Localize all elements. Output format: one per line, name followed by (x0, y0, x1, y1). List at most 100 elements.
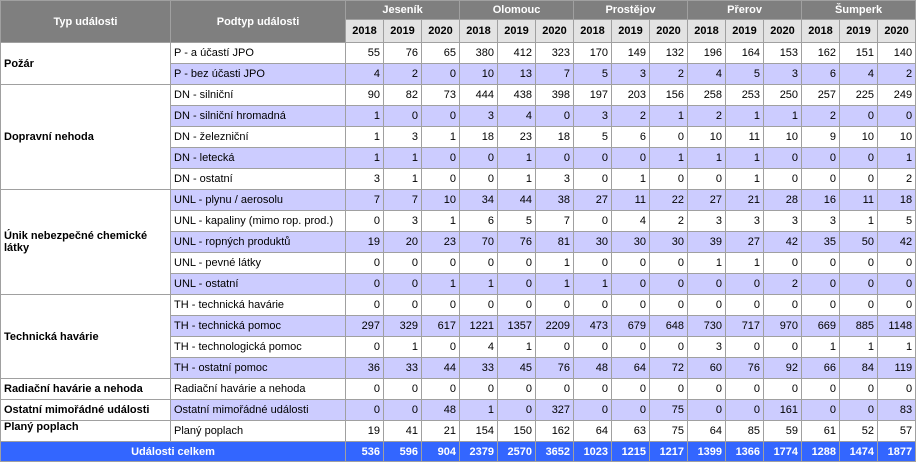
data-row: DN - letecká 1 1 0 0 1 0 0 0 1 1 1 0 0 0 1 (1, 147, 916, 169)
data-row: UNL - ostatní 0 0 1 1 0 1 1 0 0 0 0 2 0 0 0 (1, 273, 916, 295)
count-cell: 1 (383, 147, 422, 169)
year-header: 2020 (649, 19, 689, 43)
count-cell: 0 (649, 126, 689, 148)
count-cell: 0 (877, 105, 916, 127)
year-header: 2020 (877, 19, 916, 43)
count-cell: 0 (649, 294, 689, 316)
count-cell: 2 (687, 105, 727, 127)
count-cell: 1 (801, 336, 841, 358)
data-row: TH - technická pomoc 297 329 617 1221 1357 220… (1, 315, 916, 337)
count-cell: 0 (611, 399, 651, 421)
total-cell: 1877 (877, 441, 916, 462)
year-header: 2019 (725, 19, 765, 43)
total-cell: 1774 (763, 441, 803, 462)
event-type: Technická havárie (0, 294, 171, 379)
count-cell: 1 (649, 105, 689, 127)
count-cell: 412 (497, 42, 537, 64)
count-cell: 5 (725, 63, 765, 85)
event-subtype: UNL - plynu / aerosolu (170, 189, 346, 211)
count-cell: 73 (420, 84, 461, 106)
count-cell: 4 (345, 63, 384, 85)
count-cell: 1 (345, 105, 384, 127)
count-cell: 132 (649, 42, 689, 64)
data-row: UNL - kapaliny (mimo rop. prod.) 0 3 1 6 5 7 0 4… (1, 210, 916, 232)
count-cell: 0 (459, 147, 499, 169)
data-row: Požár P - a účastí JPO 55 76 65 380 412 323 170 1… (0, 42, 916, 85)
count-cell: 3 (535, 168, 575, 190)
count-cell: 75 (649, 420, 689, 442)
count-cell: 154 (459, 420, 499, 442)
count-cell: 60 (687, 357, 727, 379)
count-cell: 5 (573, 63, 613, 85)
count-cell: 885 (839, 315, 879, 337)
year-header: 2018 (459, 19, 499, 43)
count-cell: 0 (649, 378, 689, 400)
count-cell: 0 (497, 252, 537, 274)
count-cell: 50 (839, 231, 879, 253)
count-cell: 679 (611, 315, 651, 337)
count-cell: 0 (839, 273, 879, 295)
count-cell: 48 (573, 357, 613, 379)
count-cell: 0 (839, 105, 879, 127)
count-cell: 250 (763, 84, 803, 106)
count-cell: 1 (459, 273, 499, 295)
count-cell: 297 (345, 315, 384, 337)
count-cell: 151 (839, 42, 879, 64)
data-row: Únik nebezpečné chemické látky UNL - plyn… (0, 189, 916, 295)
count-cell: 0 (420, 63, 461, 85)
count-cell: 0 (535, 294, 575, 316)
count-cell: 7 (535, 210, 575, 232)
count-cell: 0 (687, 399, 727, 421)
count-cell: 30 (611, 231, 651, 253)
total-cell: 536 (345, 441, 384, 462)
count-cell: 70 (459, 231, 499, 253)
count-cell: 4 (611, 210, 651, 232)
count-cell: 1 (725, 105, 765, 127)
count-cell: 64 (611, 357, 651, 379)
count-cell: 18 (877, 189, 916, 211)
count-cell: 3 (459, 105, 499, 127)
count-cell: 0 (573, 399, 613, 421)
count-cell: 0 (420, 336, 461, 358)
count-cell: 0 (459, 294, 499, 316)
count-cell: 48 (420, 399, 461, 421)
count-cell: 44 (420, 357, 461, 379)
count-cell: 0 (420, 378, 461, 400)
district-header: Prostějov (573, 0, 689, 20)
count-cell: 3 (383, 126, 422, 148)
count-cell: 0 (801, 147, 841, 169)
header-cell: Typ události (0, 0, 171, 43)
district-header: Jeseník (344, 0, 461, 20)
count-cell: 249 (877, 84, 916, 106)
count-cell: 41 (383, 420, 422, 442)
event-subtype: UNL - kapaliny (mimo rop. prod.) (170, 210, 346, 232)
total-cell: 904 (420, 441, 461, 462)
count-cell: 0 (725, 336, 765, 358)
count-cell: 0 (649, 336, 689, 358)
count-cell: 119 (877, 357, 916, 379)
count-cell: 10 (420, 189, 461, 211)
data-row: Dopravní nehoda DN - silniční 90 82 73 444 438… (0, 84, 916, 190)
count-cell: 21 (420, 420, 461, 442)
count-cell: 717 (725, 315, 765, 337)
count-cell: 0 (420, 105, 461, 127)
count-cell: 0 (345, 210, 384, 232)
count-cell: 10 (877, 126, 916, 148)
count-cell: 0 (383, 378, 422, 400)
count-cell: 76 (383, 42, 422, 64)
count-cell: 0 (497, 399, 537, 421)
count-cell: 2 (801, 105, 841, 127)
count-cell: 3 (801, 210, 841, 232)
count-cell: 11 (839, 189, 879, 211)
event-type: Radiační havárie a nehoda (0, 378, 171, 400)
count-cell: 1 (649, 147, 689, 169)
count-cell: 153 (763, 42, 803, 64)
count-cell: 10 (459, 63, 499, 85)
count-cell: 648 (649, 315, 689, 337)
count-cell: 0 (801, 252, 841, 274)
count-cell: 20 (383, 231, 422, 253)
count-cell: 3 (611, 63, 651, 85)
count-cell: 0 (877, 378, 916, 400)
count-cell: 0 (345, 336, 384, 358)
